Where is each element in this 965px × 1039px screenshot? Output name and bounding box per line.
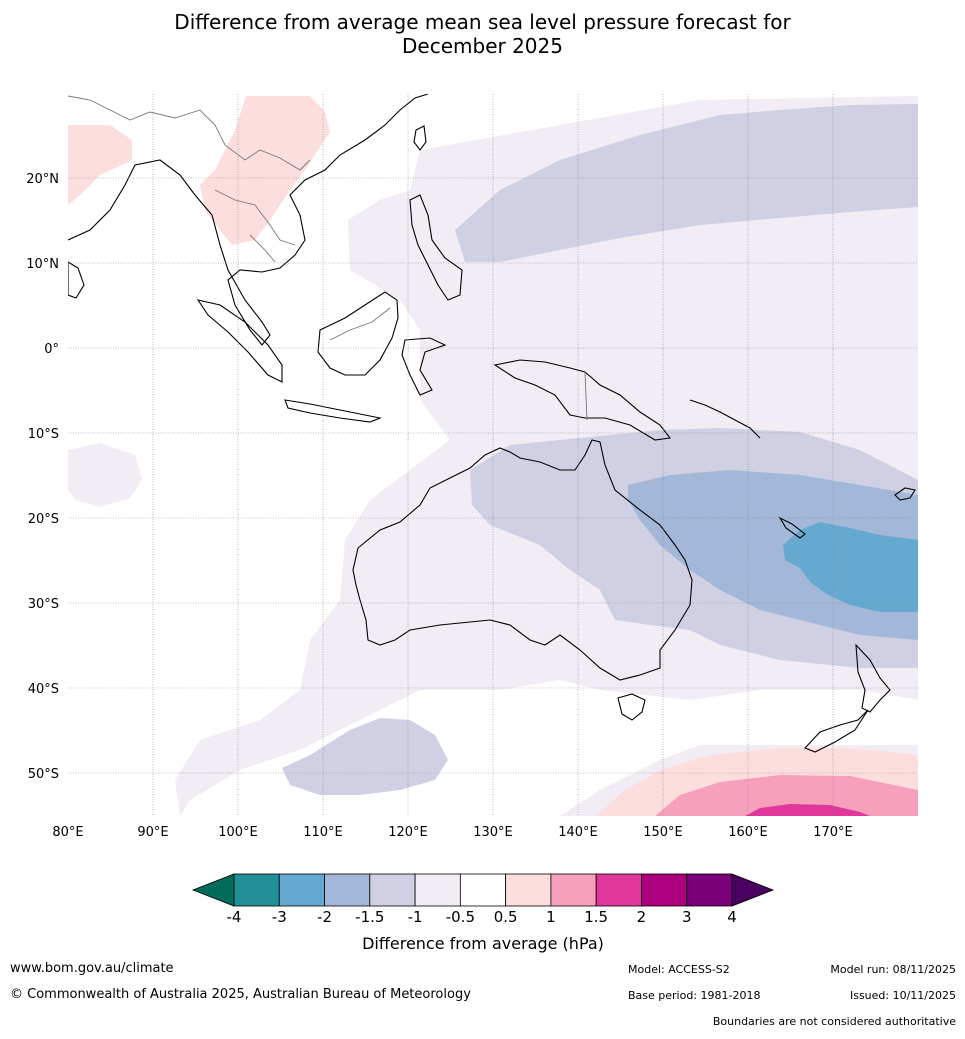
colorbar-tick-label: -1: [408, 908, 423, 926]
colorbar-swatch: [459, 873, 507, 907]
longitude-label: 90°E: [137, 825, 168, 840]
latitude-label: 20°N: [26, 172, 59, 187]
footer-model-run: Model run: 08/11/2025: [830, 963, 956, 976]
coastline-new-caledonia: [778, 516, 806, 539]
colorbar-tick-label: 1: [546, 908, 556, 926]
latitude-label: 10°N: [26, 257, 59, 272]
latitude-label: 40°S: [28, 682, 59, 697]
colorbar-tick-label: -2: [317, 908, 332, 926]
anomaly-region-pos05-nw: [68, 125, 132, 205]
anomaly-region-neg1-north: [455, 104, 918, 262]
colorbar-arrow-min: [191, 873, 235, 907]
footer-issued: Issued: 10/11/2025: [849, 989, 956, 1002]
anomaly-region-pos05-indochina: [200, 96, 330, 245]
coastlines: [68, 94, 916, 753]
longitude-label: 120°E: [388, 825, 428, 840]
coastline-tasmania: [617, 693, 646, 721]
colorbar-swatch: [414, 873, 461, 907]
coastline-new-zealand-north: [855, 643, 891, 713]
latitude-label: 30°S: [28, 597, 59, 612]
latitude-label: 20°S: [28, 512, 59, 527]
colorbar-arrow-max: [731, 873, 775, 907]
colorbar-tick-label: -3: [272, 908, 287, 926]
longitude-label: 130°E: [473, 825, 513, 840]
coastline-solomon-islands: [689, 399, 761, 439]
colorbar-swatch: [278, 873, 325, 907]
coastline-sri-lanka: [68, 261, 85, 299]
anomaly-region-neg05-west: [68, 443, 142, 507]
colorbar-tick-label: 4: [727, 908, 737, 926]
colorbar-tick-label: -4: [227, 908, 242, 926]
country-borders: [68, 95, 588, 421]
coastline-philippines: [409, 194, 463, 301]
longitude-label: 140°E: [558, 825, 598, 840]
colorbar-tick-label: -1.5: [355, 908, 384, 926]
longitude-label: 150°E: [643, 825, 683, 840]
colorbar-swatch: [641, 873, 688, 907]
colorbar-swatch: [369, 873, 416, 907]
colorbar-swatch: [233, 873, 280, 907]
map-title: Difference from average mean sea level p…: [0, 10, 965, 58]
colorbar-swatch: [505, 873, 552, 907]
latitude-label: 50°S: [28, 767, 59, 782]
legend-title: Difference from average (hPa): [362, 934, 604, 953]
latitude-label: 10°S: [28, 427, 59, 442]
anomaly-region-pos15-se: [745, 804, 870, 816]
coastline-new-guinea: [493, 359, 672, 441]
footer-base-period: Base period: 1981-2018: [628, 989, 761, 1002]
colorbar-tick-label: -0.5: [446, 908, 475, 926]
anomaly-region-neg2: [783, 522, 918, 612]
coastline-borneo: [317, 291, 399, 376]
footer-copyright: © Commonwealth of Australia 2025, Austra…: [10, 987, 471, 1002]
footer-model: Model: ACCESS-S2: [628, 963, 730, 976]
map-title-line2: December 2025: [402, 34, 563, 58]
anomaly-region-pos1-se: [655, 775, 918, 816]
colorbar-swatch: [595, 873, 642, 907]
longitude-labels: 80°E 90°E 100°E 110°E 120°E 130°E 140°E 150°E 16…: [52, 825, 852, 840]
colorbar-tick-label: 2: [637, 908, 647, 926]
longitude-label: 80°E: [52, 825, 83, 840]
colorbar-swatch: [324, 873, 371, 907]
map-title-line1: Difference from average mean sea level p…: [174, 10, 791, 34]
footer-disclaimer: Boundaries are not considered authoritat…: [712, 1015, 956, 1028]
longitude-label: 170°E: [813, 825, 853, 840]
coastline-fiji: [894, 487, 916, 501]
coastline-australia: [352, 439, 693, 681]
pressure-anomaly-layer: [68, 94, 918, 816]
coastline-sulawesi: [401, 337, 447, 396]
latitude-labels: 20°N 10°N 0° 10°S 20°S 30°S 40°S 50°S: [26, 172, 59, 782]
longitude-label: 110°E: [303, 825, 343, 840]
colorbar-tick-label: 1.5: [584, 908, 608, 926]
colorbar-tick-label: 3: [682, 908, 692, 926]
coastline-taiwan: [413, 125, 427, 151]
map-gridlines: [68, 94, 918, 816]
colorbar-swatch: [550, 873, 597, 907]
coastline-java: [284, 399, 382, 423]
coastline-new-zealand-south: [804, 709, 869, 753]
legend-colorbar: [191, 873, 775, 907]
coastline-mainland-asia: [68, 94, 429, 346]
coastline-sumatra: [196, 299, 283, 383]
latitude-label: 0°: [44, 342, 59, 357]
colorbar-swatch: [686, 873, 733, 907]
longitude-label: 100°E: [218, 825, 258, 840]
colorbar-tick-label: 0.5: [494, 908, 518, 926]
footer-website[interactable]: www.bom.gov.au/climate: [10, 961, 174, 976]
anomaly-region-neg1-southern-ocean: [282, 718, 448, 795]
legend-tick-labels: -4 -3 -2 -1.5 -1 -0.5 0.5 1 1.5 2 3 4: [227, 908, 737, 926]
longitude-label: 160°E: [728, 825, 768, 840]
